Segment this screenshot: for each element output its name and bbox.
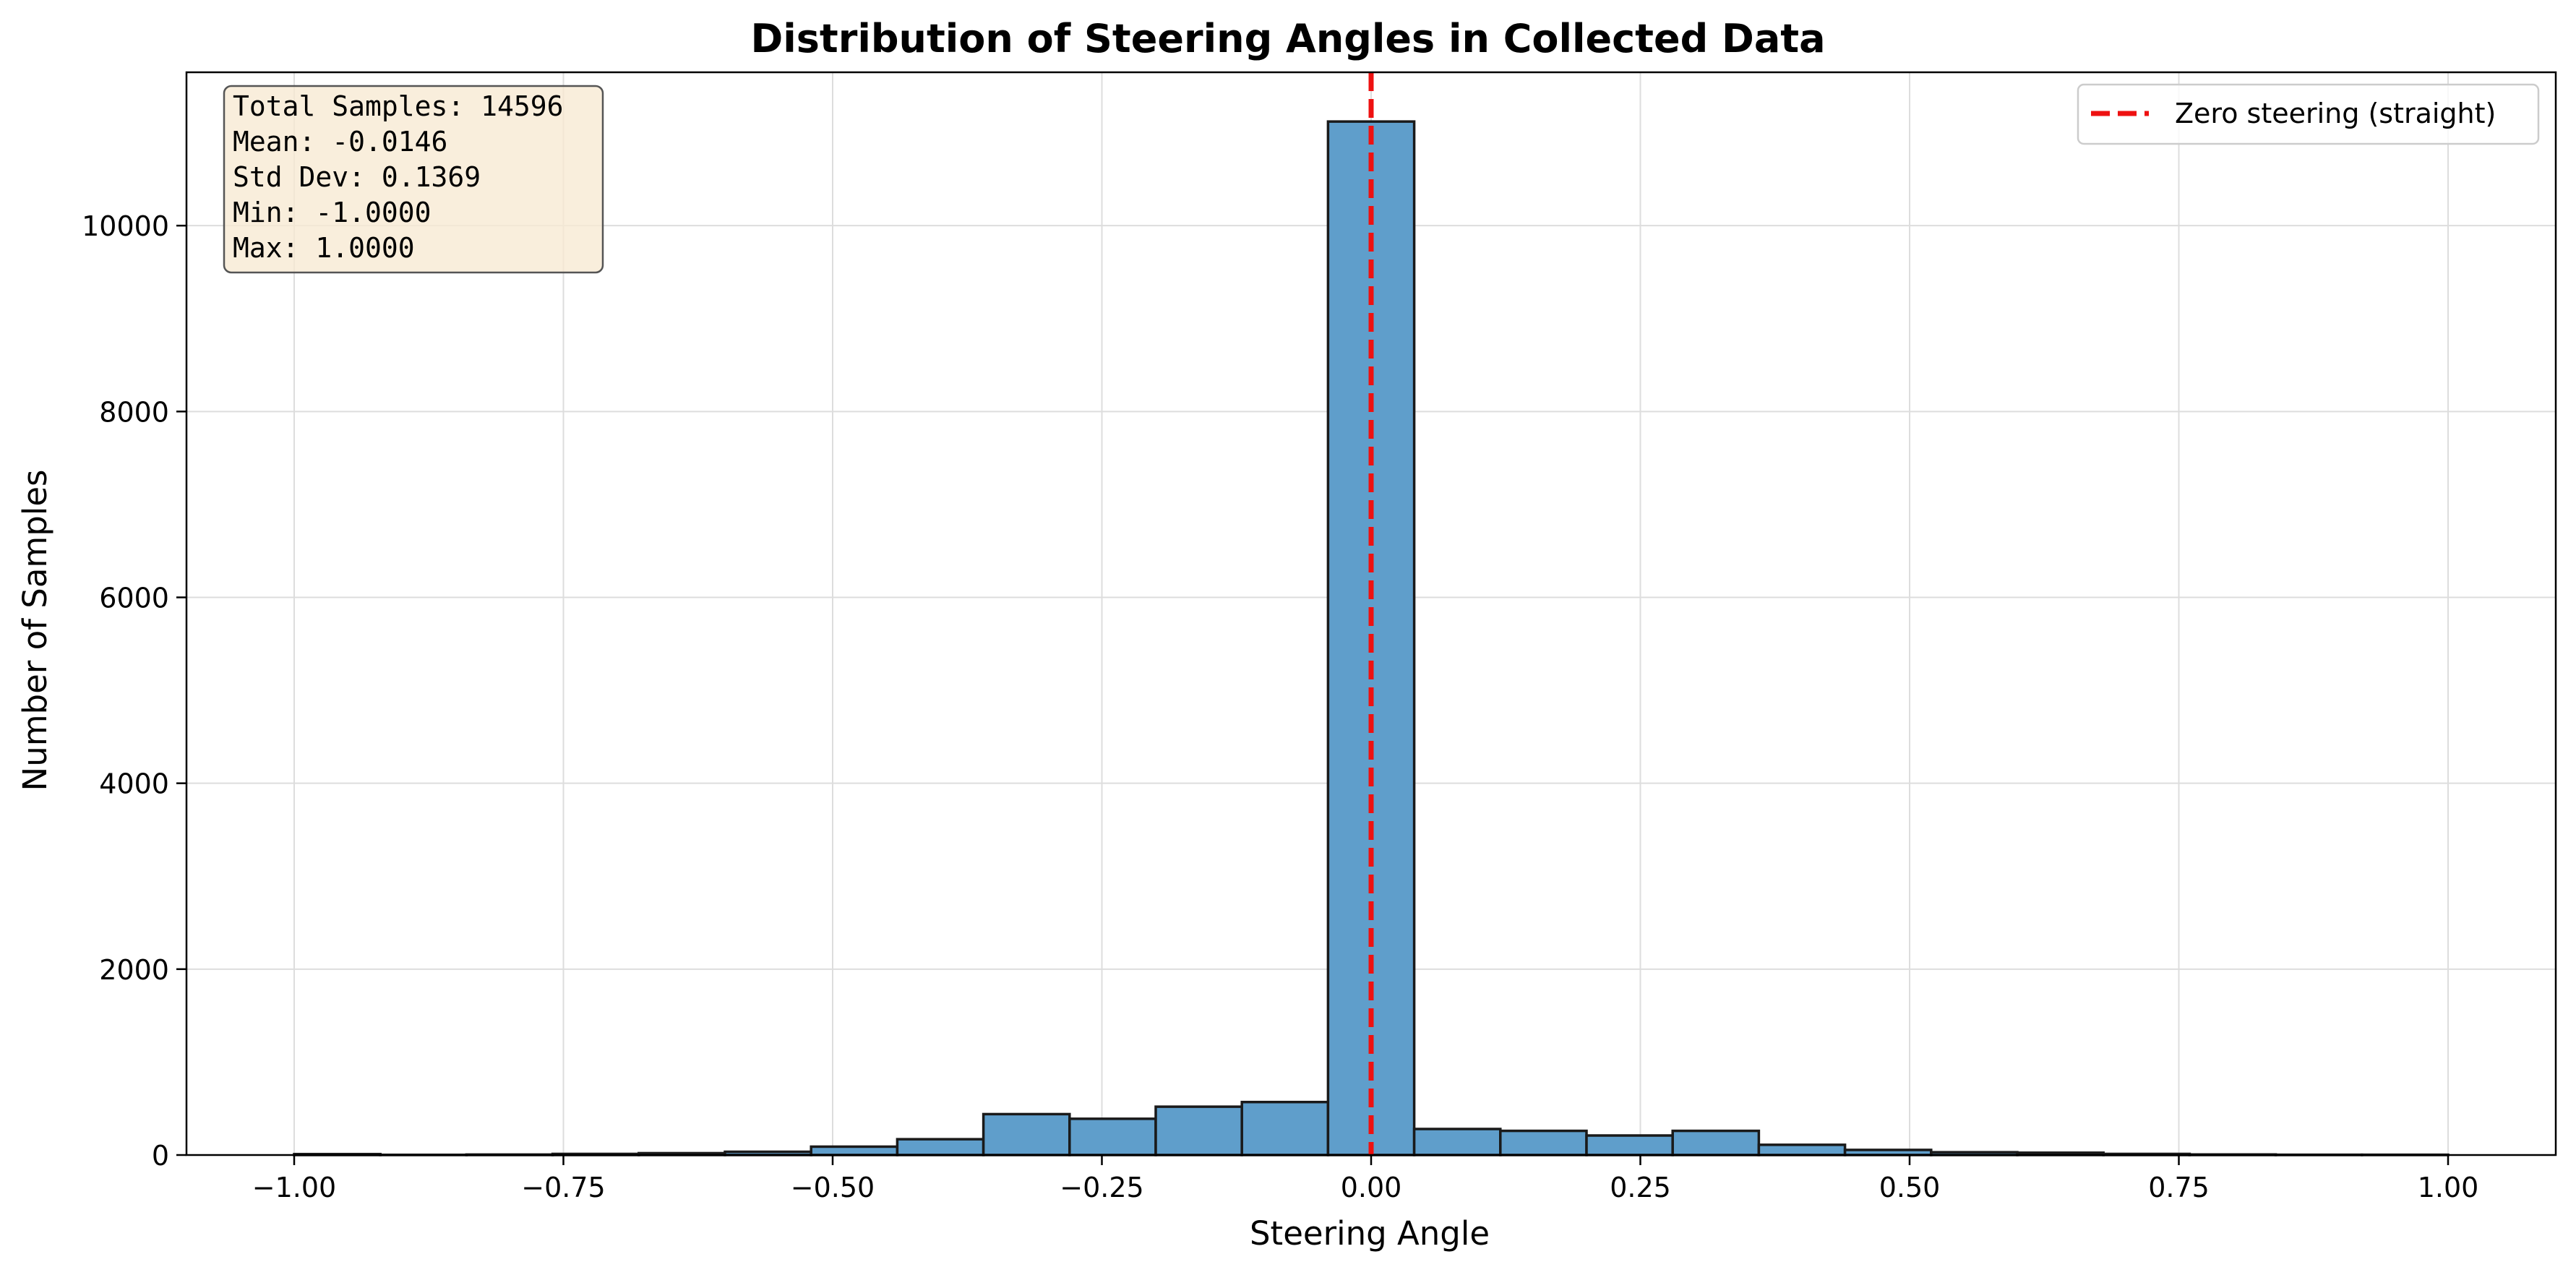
- y-tick-label: 10000: [82, 210, 169, 242]
- y-axis-label: Number of Samples: [16, 470, 54, 791]
- histogram-bar: [1412, 1128, 1502, 1156]
- stats-box: Total Samples: 14596 Mean: -0.0146 Std D…: [223, 85, 604, 274]
- x-tick-label: 0.00: [1341, 1172, 1402, 1203]
- stats-box-frame: [223, 85, 604, 274]
- y-axis-ticks: 0 2000 4000 6000 8000 10000: [82, 210, 186, 1172]
- histogram-bar: [1240, 1100, 1330, 1156]
- stats-mean: Mean: -0.0146: [233, 126, 447, 158]
- histogram-bar: [982, 1112, 1071, 1156]
- x-tick-label: 0.75: [2148, 1172, 2210, 1203]
- histogram-bar: [1585, 1134, 1674, 1156]
- histogram-bar: [896, 1138, 985, 1156]
- x-tick-label: 0.25: [1610, 1172, 1671, 1203]
- y-tick-label: 4000: [99, 768, 169, 800]
- y-tick-label: 2000: [99, 954, 169, 986]
- legend: Zero steering (straight): [2077, 83, 2540, 145]
- stats-total-samples: Total Samples: 14596: [233, 90, 564, 122]
- histogram-bar: [1757, 1143, 1847, 1156]
- x-tick-label: −0.75: [521, 1172, 605, 1203]
- histogram-bar: [1154, 1105, 1243, 1156]
- x-axis-label: Steering Angle: [1250, 1214, 1490, 1253]
- legend-frame: [2077, 83, 2540, 145]
- histogram-bar: [1499, 1129, 1588, 1156]
- histogram-bar: [1671, 1129, 1761, 1156]
- x-tick-label: −0.50: [791, 1172, 875, 1203]
- histogram-bar: [1068, 1117, 1157, 1156]
- legend-entry-zero-steering: Zero steering (straight): [2175, 98, 2496, 129]
- x-tick-label: −0.25: [1060, 1172, 1143, 1203]
- x-tick-label: 1.00: [2418, 1172, 2479, 1203]
- y-tick-label: 0: [152, 1140, 169, 1172]
- x-tick-label: 0.50: [1879, 1172, 1941, 1203]
- stats-max: Max: 1.0000: [233, 232, 415, 264]
- histogram-bar: [810, 1145, 899, 1156]
- y-tick-label: 8000: [99, 396, 169, 428]
- x-axis-ticks: −1.00 −0.75 −0.50 −0.25 0.00 0.25 0.50 0.75 1.00: [252, 1155, 2479, 1203]
- y-tick-label: 6000: [99, 582, 169, 614]
- stats-min: Min: -1.0000: [233, 197, 432, 228]
- stats-std-dev: Std Dev: 0.1369: [233, 161, 481, 193]
- x-tick-label: −1.00: [252, 1172, 336, 1203]
- chart-title: Distribution of Steering Angles in Colle…: [750, 16, 1825, 61]
